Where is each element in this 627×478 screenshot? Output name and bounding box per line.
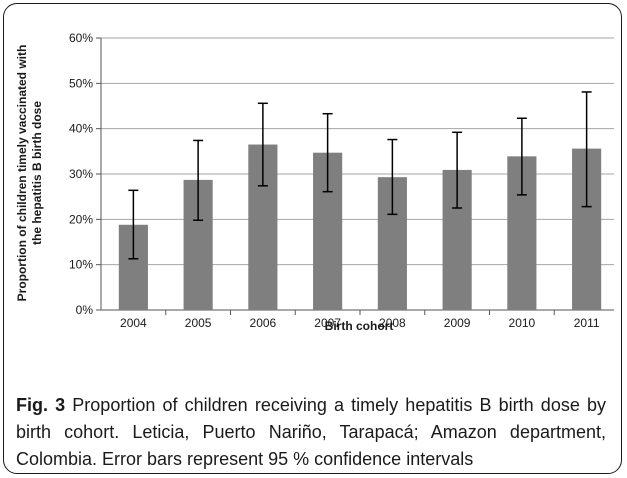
x-tick-label-2004: 2004 [120, 316, 147, 330]
caption-label: Fig. 3 [16, 395, 66, 415]
y-tick-label: 30% [69, 167, 93, 181]
x-tick-label-2007: 2007 [314, 316, 341, 330]
x-tick-label-2009: 2009 [444, 316, 471, 330]
x-axis-ticks: 2004 2005 2006 2007 2008 2009 2010 2011 [120, 310, 600, 330]
y-axis-title-line2: the hepatitis B birth dose [30, 101, 44, 245]
x-tick-label-2011: 2011 [574, 316, 600, 330]
x-tick-label-2010: 2010 [509, 316, 536, 330]
x-tick-label-2006: 2006 [250, 316, 277, 330]
y-tick-label: 60% [69, 31, 93, 45]
bar-chart: 0%10%20%30%40%50%60% 2004 2005 2006 2007 200… [15, 31, 614, 333]
x-tick-label-2008: 2008 [379, 316, 406, 330]
error-bars [128, 91, 592, 260]
y-axis-ticks: 0% 10% 20% 30% 40% 50% 60% [69, 31, 101, 317]
y-tick-label: 20% [69, 212, 93, 226]
y-axis-title-line1: Proportion of children timely vaccinated… [15, 45, 29, 302]
y-tick-label: 0% [76, 303, 94, 317]
y-tick-label: 40% [69, 122, 93, 136]
y-tick-label: 50% [69, 76, 93, 90]
gridlines [100, 37, 614, 311]
caption-text: Proportion of children receiving a timel… [16, 395, 606, 469]
bars [118, 144, 602, 310]
figure-caption: Fig. 3 Proportion of children receiving … [16, 392, 606, 473]
y-tick-label: 10% [69, 258, 93, 272]
x-tick-label-2005: 2005 [185, 316, 212, 330]
x-axis-title: Birth cohort [325, 319, 394, 333]
